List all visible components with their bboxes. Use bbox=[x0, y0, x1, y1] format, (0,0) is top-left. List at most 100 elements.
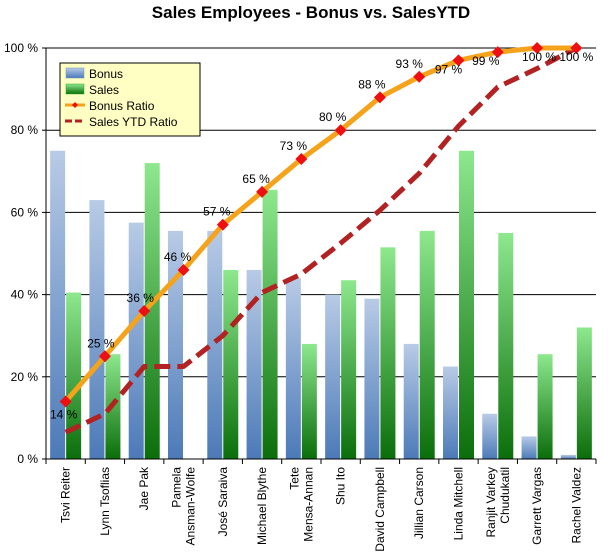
category-label-line: Jae Pak bbox=[137, 466, 151, 510]
y-tick-label: 0 % bbox=[17, 452, 38, 466]
data-label-bonus-ratio: 25 % bbox=[87, 336, 115, 350]
category-label-line: David Campbell bbox=[373, 467, 387, 552]
bar-sales bbox=[498, 232, 514, 459]
marker-bonus-ratio bbox=[295, 152, 308, 165]
data-label-bonus-ratio: 88 % bbox=[358, 77, 386, 91]
category-label: Shu Ito bbox=[334, 467, 348, 505]
bar-bonus bbox=[285, 278, 301, 459]
y-tick-label: 40 % bbox=[11, 288, 39, 302]
category-label: Michael Blythe bbox=[255, 467, 269, 545]
axes bbox=[42, 47, 597, 464]
legend-label-sales: Sales bbox=[89, 83, 119, 97]
category-label: Garrett Vargas bbox=[530, 467, 544, 545]
bar-sales bbox=[380, 247, 396, 459]
bars bbox=[50, 150, 592, 460]
category-label-line: José Saraiva bbox=[216, 467, 230, 537]
y-tick-label: 100 % bbox=[4, 41, 38, 55]
data-label-bonus-ratio: 80 % bbox=[319, 110, 347, 124]
category-label-line: Ansman-Wolfe bbox=[184, 467, 198, 546]
category-label: Rachel Valdez bbox=[569, 467, 583, 544]
marker-bonus-ratio bbox=[452, 54, 465, 67]
bar-bonus bbox=[325, 294, 341, 459]
category-label: José Saraiva bbox=[216, 467, 230, 537]
bar-bonus bbox=[89, 200, 105, 459]
category-label: Lynn Tsoflias bbox=[98, 467, 112, 536]
bar-bonus bbox=[560, 454, 576, 459]
category-label: David Campbell bbox=[373, 467, 387, 552]
category-label: Tete Mensa-Annan bbox=[287, 467, 315, 542]
ratio-lines bbox=[59, 42, 583, 435]
y-axis-ticks: 0 % 20 % 40 % 60 % 80 % 100 % bbox=[4, 41, 38, 466]
category-label-line: Shu Ito bbox=[334, 467, 348, 505]
category-label-line: Tsvi Reiter bbox=[59, 467, 73, 523]
category-label-line: Michael Blythe bbox=[255, 467, 269, 545]
bar-bonus bbox=[521, 436, 537, 459]
data-label-bonus-ratio: 73 % bbox=[280, 139, 308, 153]
marker-bonus-ratio bbox=[138, 305, 151, 318]
marker-bonus-ratio bbox=[531, 42, 544, 54]
category-label-line: Garrett Vargas bbox=[530, 467, 544, 545]
category-label-line: Rachel Valdez bbox=[569, 467, 583, 544]
bar-bonus bbox=[207, 230, 223, 459]
y-tick-label: 20 % bbox=[11, 370, 39, 384]
category-label: Pamela Ansman-Wolfe bbox=[170, 467, 198, 546]
category-label-line: Ranjit Varkey bbox=[484, 467, 498, 537]
category-label: Jillian Carson bbox=[412, 467, 426, 539]
bar-sales bbox=[341, 280, 357, 459]
marker-bonus-ratio bbox=[177, 263, 190, 276]
bar-sales bbox=[459, 150, 474, 459]
y-tick-label: 60 % bbox=[11, 205, 39, 219]
data-label-bonus-ratio: 99 % bbox=[472, 54, 500, 68]
category-label-line: Mensa-Annan bbox=[301, 467, 315, 542]
legend: Bonus Sales Bonus Ratio Sales YTD Ratio bbox=[59, 62, 201, 137]
data-label-bonus-ratio: 14 % bbox=[50, 407, 78, 421]
data-label-bonus-ratio: 93 % bbox=[396, 57, 424, 71]
category-label-line: Jillian Carson bbox=[412, 467, 426, 539]
category-label: Linda Mitchell bbox=[452, 467, 466, 540]
marker-bonus-ratio bbox=[216, 218, 229, 231]
category-label-line: Pamela bbox=[170, 467, 184, 508]
category-label: Ranjit Varkey Chudukatil bbox=[484, 467, 512, 537]
data-label-bonus-ratio: 46 % bbox=[164, 250, 192, 264]
data-label-bonus-ratio: 57 % bbox=[203, 205, 231, 219]
bar-sales bbox=[144, 163, 160, 459]
marker-bonus-ratio bbox=[256, 185, 269, 198]
data-labels: 14 % 25 % 36 % 46 % 57 % 65 % 73 % 80 % 88 % 93 %… bbox=[50, 50, 594, 421]
bar-bonus bbox=[403, 343, 419, 459]
bar-bonus bbox=[50, 150, 66, 459]
y-tick-label: 80 % bbox=[11, 123, 39, 137]
legend-label-sales-ytd-ratio: Sales YTD Ratio bbox=[89, 115, 178, 129]
data-label-bonus-ratio: 100 % bbox=[559, 50, 593, 64]
bar-bonus bbox=[443, 366, 458, 459]
chart-title: Sales Employees - Bonus vs. SalesYTD bbox=[152, 3, 470, 22]
category-label-line: Chudukatil bbox=[498, 467, 512, 524]
data-label-bonus-ratio: 65 % bbox=[242, 172, 270, 186]
category-label-line: Tete bbox=[287, 467, 301, 490]
bar-sales bbox=[419, 230, 435, 459]
category-labels: Tsvi Reiter Lynn Tsoflias Jae Pak Pamela Ans… bbox=[59, 466, 584, 552]
bar-sales bbox=[576, 327, 592, 459]
marker-bonus-ratio bbox=[334, 124, 347, 137]
legend-swatch-sales bbox=[65, 83, 85, 95]
marker-bonus-ratio bbox=[59, 395, 72, 408]
bar-bonus bbox=[364, 298, 380, 459]
marker-bonus-ratio bbox=[413, 70, 426, 83]
category-label: Jae Pak bbox=[137, 466, 151, 510]
bar-bonus bbox=[246, 269, 262, 459]
legend-swatch-bonus bbox=[65, 67, 85, 79]
legend-marker-bonus-ratio bbox=[72, 102, 78, 108]
bar-bonus bbox=[128, 222, 144, 459]
bar-sales bbox=[301, 343, 317, 459]
data-label-bonus-ratio: 97 % bbox=[435, 62, 463, 76]
category-label-line: Lynn Tsoflias bbox=[98, 467, 112, 536]
marker-bonus-ratio bbox=[570, 42, 583, 54]
category-label-line: Linda Mitchell bbox=[452, 467, 466, 540]
bar-bonus bbox=[168, 230, 183, 459]
bar-sales bbox=[537, 354, 553, 459]
data-label-bonus-ratio: 100 % bbox=[522, 50, 556, 64]
line-bonus-ratio bbox=[63, 45, 577, 404]
legend-label-bonus-ratio: Bonus Ratio bbox=[89, 99, 155, 113]
marker-bonus-ratio bbox=[373, 91, 386, 104]
line-sales-ytd-ratio bbox=[64, 45, 578, 435]
